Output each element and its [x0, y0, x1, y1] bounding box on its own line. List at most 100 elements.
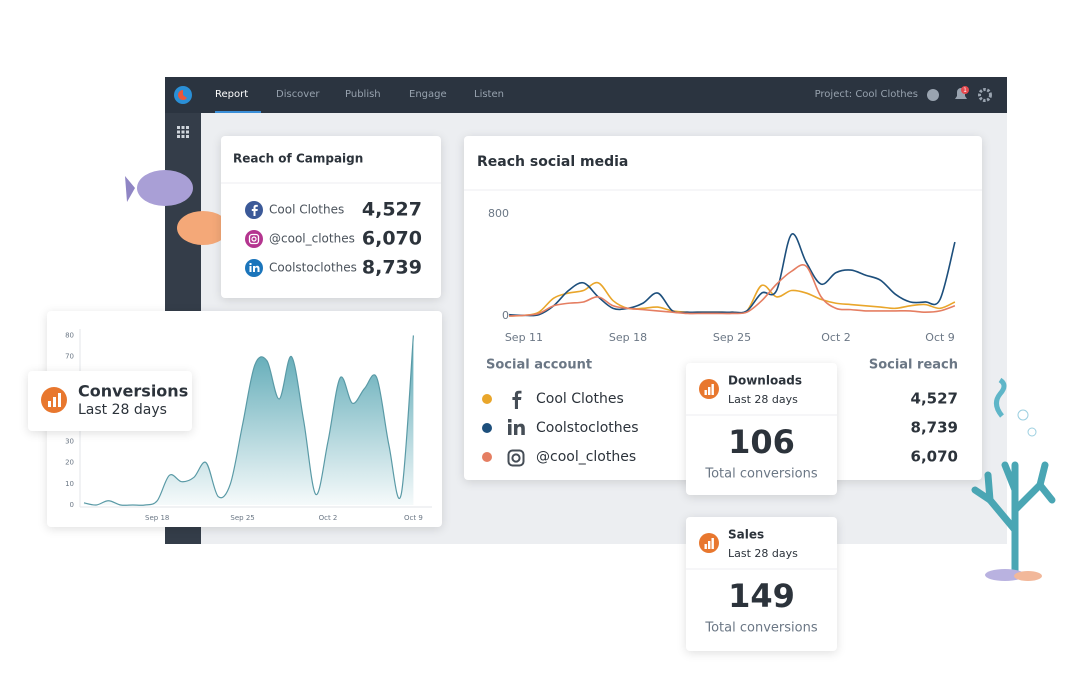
- x-tick-label: Oct 9: [404, 514, 423, 522]
- social-chart: Reach social media Social account Social…: [464, 154, 982, 467]
- area: [84, 335, 414, 506]
- project-name[interactable]: Project: Cool Clothes: [814, 89, 918, 100]
- y-tick-label: 10: [65, 480, 74, 488]
- kpi-value: 149: [728, 577, 795, 615]
- logo-accent: [178, 90, 187, 100]
- legend-marker: [482, 394, 492, 404]
- nav-tab[interactable]: Publish: [345, 89, 381, 100]
- analytics-glyph: [58, 393, 61, 407]
- x-tick-label: Oct 9: [925, 331, 955, 344]
- kpi-subtitle: Last 28 days: [728, 547, 798, 560]
- reach-card-body: Reach of Campaign Cool Clothes @cool_clo…: [221, 152, 441, 279]
- legend-label: Cool Clothes: [536, 391, 624, 407]
- legend-marker: [482, 452, 492, 462]
- instagram-icon: [507, 449, 525, 467]
- x-tick-label: Sep 11: [505, 331, 543, 344]
- kpi-title: Downloads: [728, 374, 802, 388]
- reach-value: 6,070: [362, 228, 422, 250]
- coral: [971, 461, 1056, 579]
- analytics-glyph: [711, 384, 714, 395]
- instagram-glyph: [248, 233, 260, 245]
- conversions-label: Conversions Last 28 days: [41, 382, 188, 418]
- y-tick-label: 20: [65, 459, 74, 467]
- linkedin-glyph: [249, 266, 252, 272]
- kpi-title: Sales: [728, 528, 764, 542]
- kpi-value: 106: [728, 423, 795, 461]
- coral-decoration: [971, 377, 1056, 581]
- chart-title: Reach social media: [477, 154, 628, 170]
- nav-tab[interactable]: Engage: [409, 89, 447, 100]
- nav-tab[interactable]: Report: [215, 89, 249, 100]
- x-tick-label: Sep 25: [713, 331, 751, 344]
- facebook-icon: [512, 390, 522, 409]
- fish-tail: [125, 176, 135, 202]
- analytics-glyph: [711, 538, 714, 549]
- nav-tab[interactable]: Listen: [474, 89, 504, 100]
- legend-marker: [482, 423, 492, 433]
- chart-title: Conversions: [78, 382, 188, 401]
- line-series: [509, 264, 956, 317]
- legend-label: Coolstoclothes: [536, 420, 639, 436]
- y-tick-label: 80: [65, 331, 74, 339]
- reach-value: 6,070: [911, 448, 958, 466]
- x-tick-label: Sep 18: [609, 331, 647, 344]
- y-tick-label: 30: [65, 437, 74, 445]
- seahorse: [994, 377, 1007, 418]
- analytics-glyph: [53, 397, 56, 407]
- rock: [1014, 571, 1042, 581]
- x-tick-label: Oct 2: [821, 331, 851, 344]
- account-name: @cool_clothes: [269, 232, 355, 246]
- legend-label: @cool_clothes: [536, 449, 636, 465]
- badge-count: 1: [963, 87, 967, 94]
- badge: [961, 86, 969, 94]
- account-name: Coolstoclothes: [269, 261, 357, 275]
- linkedin-icon: [508, 419, 525, 435]
- nav-icons: 1: [174, 86, 992, 138]
- kpi: Sales Last 28 days 149 Total conversions: [686, 528, 837, 636]
- analytics-glyph: [708, 387, 711, 395]
- sales-card: Sales Last 28 days 149 Total conversions: [686, 517, 837, 651]
- nav-tab[interactable]: Discover: [276, 89, 320, 100]
- line-series: [509, 233, 956, 317]
- y-tick-label: 0: [70, 501, 74, 509]
- active-tab-underline: [215, 111, 261, 113]
- kpi-caption: Total conversions: [704, 467, 817, 482]
- bubble: [1027, 427, 1037, 437]
- y-tick-label: 0: [502, 309, 509, 322]
- area-line: [83, 335, 414, 506]
- apps-icon[interactable]: [177, 126, 189, 138]
- reach-value: 4,527: [911, 390, 958, 408]
- y-tick-label: 70: [65, 353, 74, 361]
- chart-subtitle: Last 28 days: [78, 402, 167, 418]
- account-name: Cool Clothes: [269, 203, 344, 217]
- x-tick-label: Sep 18: [145, 514, 169, 522]
- table-header: Social account: [486, 358, 592, 373]
- facebook-glyph: [251, 204, 258, 216]
- analytics-glyph: [708, 541, 711, 549]
- kpi-subtitle: Last 28 days: [728, 393, 798, 406]
- reach-value: 4,527: [362, 199, 422, 221]
- fish: [177, 211, 229, 245]
- linkedin-glyph: [253, 265, 260, 272]
- settings-icon[interactable]: [978, 88, 992, 102]
- y-tick-label: 800: [488, 207, 509, 220]
- linkedin-glyph: [249, 263, 252, 265]
- table-header: Social reach: [869, 358, 958, 373]
- analytics-glyph: [704, 390, 707, 395]
- card-title: Reach of Campaign: [233, 152, 363, 166]
- top-nav: [165, 77, 1007, 113]
- x-tick-label: Sep 25: [230, 514, 254, 522]
- reach-value: 8,739: [911, 419, 958, 437]
- kpi: Downloads Last 28 days 106 Total convers…: [686, 374, 837, 482]
- help-icon[interactable]: [927, 89, 939, 101]
- instagram-icon: [511, 453, 521, 463]
- instagram-glyph: [251, 236, 257, 242]
- downloads-card: Downloads Last 28 days 106 Total convers…: [686, 363, 837, 495]
- analytics-glyph: [704, 544, 707, 549]
- fish: [137, 170, 193, 206]
- analytics-glyph: [48, 401, 51, 407]
- reach-card: Reach of Campaign Cool Clothes @cool_clo…: [221, 136, 441, 298]
- rock: [985, 569, 1025, 581]
